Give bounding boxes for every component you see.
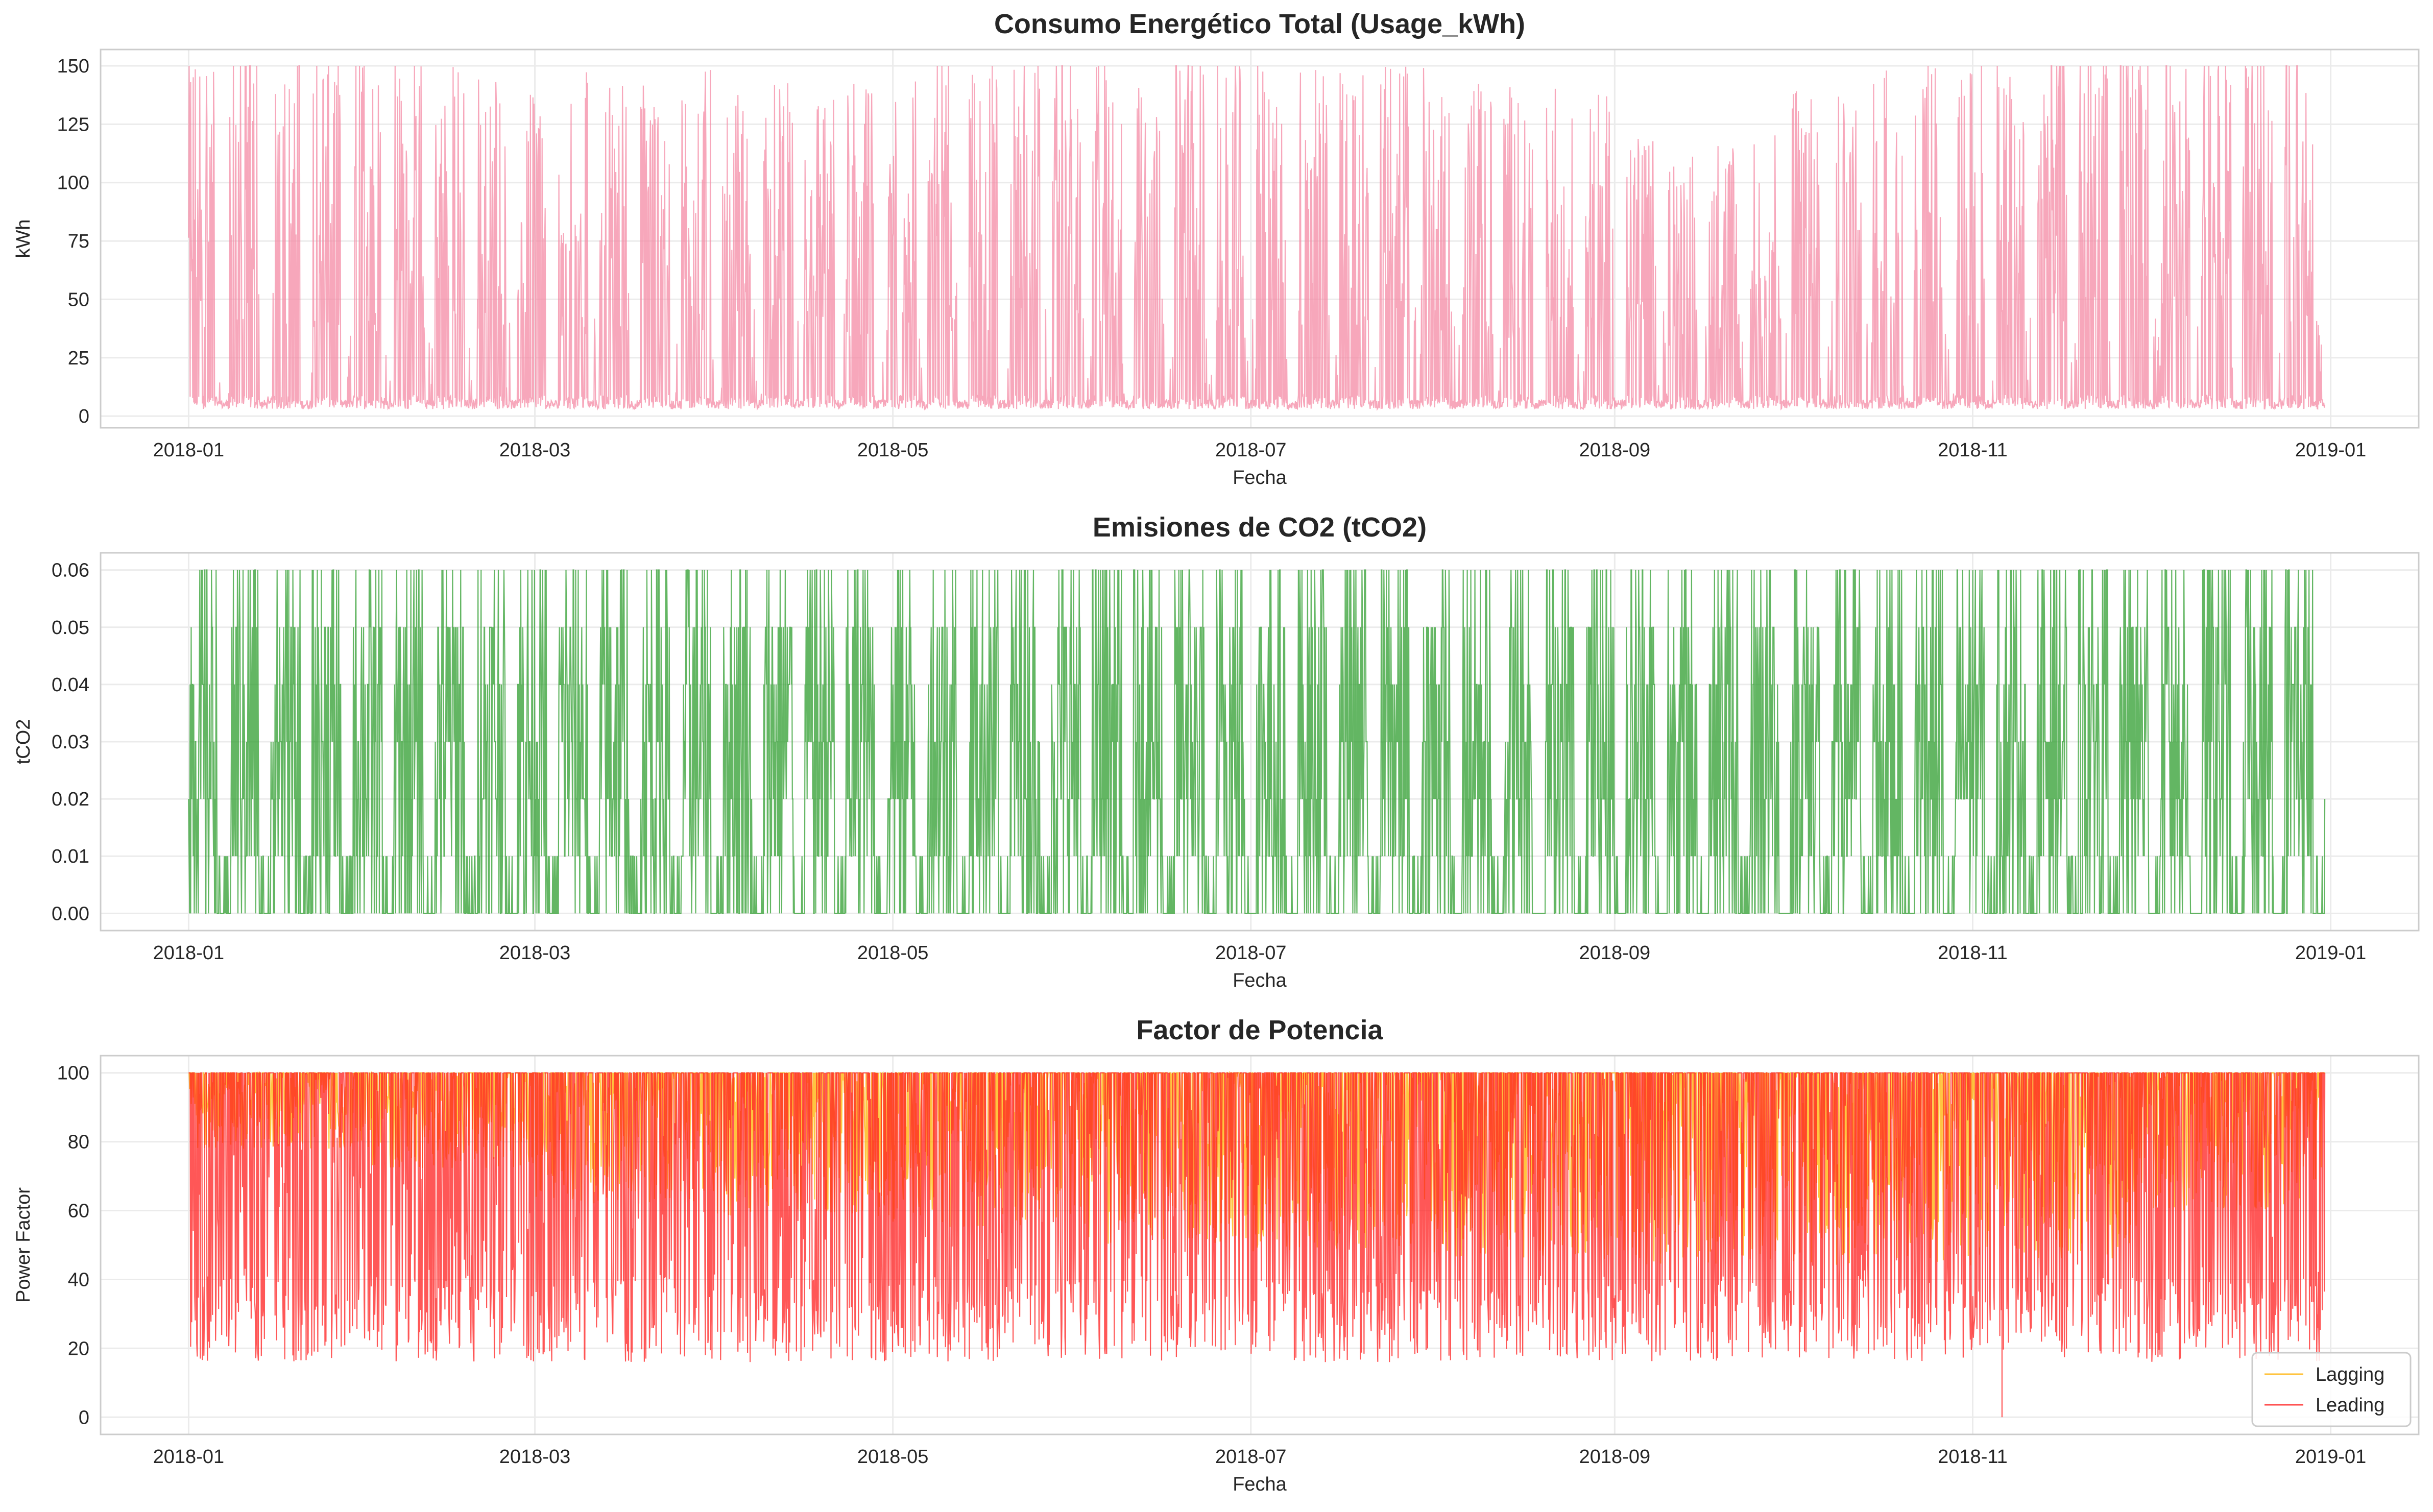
y-tick-label: 25 bbox=[68, 348, 89, 369]
y-tick-label: 0.02 bbox=[52, 789, 89, 810]
y-tick-label: 0 bbox=[79, 1407, 89, 1428]
y-tick-label: 0 bbox=[79, 406, 89, 427]
x-tick-label: 2018-07 bbox=[1215, 1446, 1286, 1468]
x-tick-label: 2018-05 bbox=[857, 1446, 928, 1468]
chart-title: Consumo Energético Total (Usage_kWh) bbox=[994, 9, 1525, 39]
power-factor-panel: 0 20 40 60 80 100 2018-01 2018-03 2018-05 2018-07… bbox=[13, 1015, 2420, 1495]
x-tick-label: 2019-01 bbox=[2295, 1446, 2366, 1468]
y-tick-label: 0.01 bbox=[52, 846, 89, 867]
x-axis-label: Fecha bbox=[1233, 467, 1287, 489]
x-tick-label: 2018-05 bbox=[857, 440, 928, 461]
x-tick-label: 2018-01 bbox=[153, 942, 224, 964]
x-tick-label: 2018-01 bbox=[153, 440, 224, 461]
series-line-0 bbox=[188, 65, 2326, 411]
y-tick-label: 0.06 bbox=[52, 560, 89, 581]
chart-title: Factor de Potencia bbox=[1136, 1015, 1383, 1045]
y-axis-label: Power Factor bbox=[13, 1187, 34, 1303]
x-axis-label: Fecha bbox=[1233, 970, 1287, 991]
y-tick-label: 60 bbox=[68, 1201, 89, 1222]
plot-frame bbox=[100, 552, 2420, 932]
y-tick-label: 40 bbox=[68, 1269, 89, 1290]
y-tick-label: 0.05 bbox=[52, 617, 89, 639]
series-group bbox=[188, 569, 2326, 914]
series-group bbox=[188, 65, 2326, 411]
y-tick-label: 100 bbox=[57, 1063, 89, 1084]
usage-kwh-panel: 0 25 50 75 100 125 150 2018-01 2018-03 2018-05 201… bbox=[13, 9, 2420, 489]
x-axis-label: Fecha bbox=[1233, 1474, 1287, 1495]
y-tick-label: 75 bbox=[68, 231, 89, 252]
y-tick-label: 150 bbox=[57, 56, 89, 77]
x-tick-label: 2018-09 bbox=[1579, 1446, 1650, 1468]
x-tick-label: 2018-07 bbox=[1215, 440, 1286, 461]
x-tick-label: 2018-11 bbox=[1938, 942, 2008, 964]
y-tick-label: 0.00 bbox=[52, 903, 89, 924]
x-tick-label: 2018-09 bbox=[1579, 440, 1650, 461]
legend-label-lagging: Lagging bbox=[2316, 1364, 2384, 1385]
x-tick-label: 2019-01 bbox=[2295, 942, 2366, 964]
plot-frame bbox=[100, 1055, 2420, 1435]
legend-label-leading: Leading bbox=[2316, 1395, 2384, 1416]
x-tick-label: 2018-11 bbox=[1938, 440, 2008, 461]
y-tick-label: 80 bbox=[68, 1132, 89, 1153]
chart-title: Emisiones de CO2 (tCO2) bbox=[1093, 512, 1427, 543]
x-tick-label: 2018-05 bbox=[857, 942, 928, 964]
x-tick-label: 2018-03 bbox=[499, 942, 570, 964]
y-tick-label: 100 bbox=[57, 173, 89, 194]
y-tick-label: 50 bbox=[68, 289, 89, 310]
legend: Lagging Leading bbox=[2251, 1352, 2412, 1427]
x-tick-label: 2018-09 bbox=[1579, 942, 1650, 964]
series-group bbox=[188, 1070, 2326, 1418]
x-tick-label: 2018-07 bbox=[1215, 942, 1286, 964]
x-tick-label: 2019-01 bbox=[2295, 440, 2366, 461]
x-tick-label: 2018-03 bbox=[499, 440, 570, 461]
series-line-0 bbox=[188, 569, 2326, 914]
plot-frame bbox=[100, 48, 2420, 429]
y-tick-label: 0.03 bbox=[52, 731, 89, 753]
x-tick-label: 2018-03 bbox=[499, 1446, 570, 1468]
legend-box bbox=[2251, 1352, 2412, 1427]
co2-panel: 0.00 0.01 0.02 0.03 0.04 0.05 0.06 2018-01 2018-… bbox=[13, 512, 2420, 991]
y-axis-label: tCO2 bbox=[13, 719, 34, 765]
series-line-leading bbox=[188, 1071, 2326, 1418]
y-tick-label: 0.04 bbox=[52, 674, 89, 696]
x-tick-label: 2018-01 bbox=[153, 1446, 224, 1468]
x-tick-label: 2018-11 bbox=[1938, 1446, 2008, 1468]
y-tick-label: 125 bbox=[57, 114, 89, 135]
y-tick-label: 20 bbox=[68, 1338, 89, 1359]
y-axis-label: kWh bbox=[13, 220, 34, 258]
